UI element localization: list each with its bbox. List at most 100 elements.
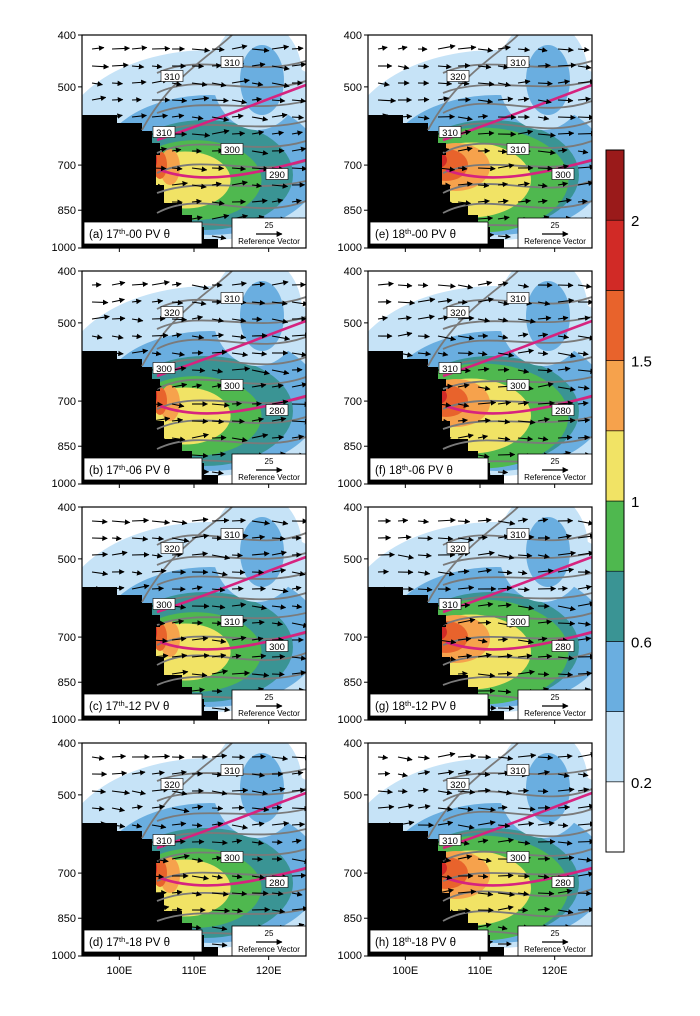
y-tick-label: 700 [58,396,76,408]
wind-vector [437,147,450,153]
wind-vector [497,418,511,425]
wind-vector [271,369,290,376]
wind-vector [417,570,431,576]
theta-contour [442,336,592,350]
wind-vector [171,81,182,87]
wind-vector [271,318,289,324]
wind-vector [397,653,412,659]
wind-vector [537,332,549,338]
wind-vector [91,670,104,677]
wind-vector [557,567,575,573]
wind-vector [517,752,537,759]
wind-vector [417,63,430,70]
wind-vector [211,97,229,104]
wind-vector [437,769,455,776]
wind-vector [397,604,410,610]
panel-label: (c) 17th-12 PV θ [83,693,203,717]
panel-e: 320 310 310 310 300 (e) 18th-00 PV θ 25 Referen… [338,30,593,254]
wind-vector [477,922,492,929]
panel-d: 320 310 310 300 280 (d) 17th-18 PV θ 25 Referen… [52,738,307,977]
wind-vector [437,200,454,206]
wind-vector [111,45,130,52]
wind-vector [577,434,591,441]
wind-vector [251,534,266,541]
wind-vector [91,874,108,880]
wind-vector [377,870,396,877]
wind-vector [151,165,167,172]
wind-vector [191,166,208,172]
wind-vector [437,44,456,50]
wind-vector [477,820,496,826]
colorbar-label: 0.2 [631,775,652,792]
terrain [82,115,218,248]
wind-vector [517,283,530,289]
panel-a: 31031031030029027(a) 17th-00 PV θ25Refer… [52,30,307,254]
wind-vector [251,281,266,288]
wind-vector [231,334,247,340]
wind-vector [231,113,244,120]
wind-vector [151,146,167,153]
wind-vector [477,771,491,778]
wind-vector [251,821,265,827]
wind-vector [111,770,128,777]
reference-vector-box: 25 Reference Vector [517,925,593,957]
wind-vector [151,63,163,70]
wind-vector [131,890,146,897]
y-tick-label: 400 [344,738,362,750]
wind-vector [91,45,105,51]
wind-vector [171,821,187,827]
wind-vector [131,147,144,153]
wind-vector [251,369,270,376]
wind-vector [397,856,415,863]
wind-vector [131,348,149,354]
reference-vector-box: 25 Reference Vector [231,689,307,721]
wind-vector [91,132,106,138]
wind-vector [111,417,123,424]
wind-vector [577,46,590,53]
contour-label-text: 280 [555,878,571,889]
reference-vector-label: Reference Vector [238,473,300,482]
wind-vector [397,166,413,172]
wind-vector [91,551,109,558]
wind-vector [171,97,188,104]
wind-vector [231,165,247,172]
wind-vector [171,180,188,187]
wind-vector [437,857,452,863]
wind-vector [437,383,454,390]
wind-vector [497,215,510,221]
wind-vector [417,857,429,863]
wind-vector [457,433,474,439]
wind-vector [437,687,449,694]
wind-vector [377,149,391,155]
y-tick-label: 1000 [52,478,76,490]
wind-vector [497,837,514,844]
wind-vector [377,113,389,119]
wind-vector [497,334,509,340]
contour-label: 320 [446,542,470,555]
wind-vector [537,198,548,205]
terrain [368,351,504,484]
wind-vector [577,821,592,827]
wind-vector [251,182,262,189]
wind-vector [231,130,246,137]
wind-vector [517,638,534,645]
wind-vector [191,132,211,138]
wind-vector [91,518,108,525]
wind-vector [211,418,225,425]
wind-vector [211,925,228,932]
wind-vector [131,419,146,425]
contour-label: 280 [551,640,575,653]
panel-field: 320 310 310 300 280 [368,507,592,720]
contour-label-text: 310 [442,364,458,375]
wind-vector [271,44,290,51]
wind-vector [557,840,573,846]
wind-vector [131,317,144,323]
contour-label-text: 310 [156,836,172,847]
wind-vector [151,905,170,911]
wind-vector [397,133,416,140]
wind-vector [191,804,204,810]
wind-vector [477,113,489,120]
wind-vector [377,671,391,678]
wind-vector [131,199,143,206]
wind-vector [291,770,304,776]
